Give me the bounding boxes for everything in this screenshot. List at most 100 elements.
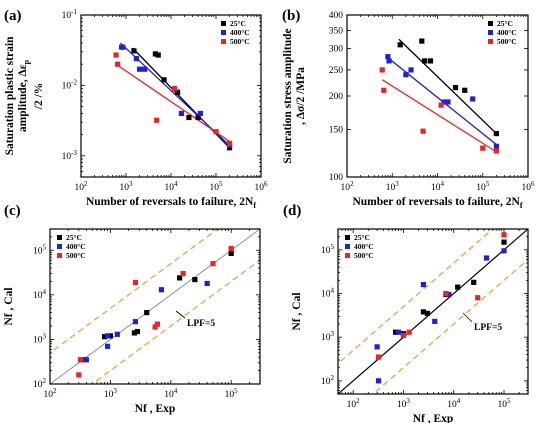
data-point (76, 372, 82, 378)
chart-panel-b: (b) 102 103 104 105 106 100 150 200 250 300 350 400 N… (282, 8, 535, 210)
data-point (400, 332, 407, 338)
data-point (171, 86, 178, 92)
x-tick-label: 102 (341, 180, 355, 193)
annotation-label: LPF=5 (474, 323, 502, 333)
data-point (107, 333, 113, 339)
data-point (120, 44, 126, 50)
data-point (152, 51, 158, 57)
x-tick-label: 106 (255, 180, 269, 193)
data-point (427, 58, 434, 64)
x-tick-label: 104 (165, 180, 179, 193)
data-point (379, 67, 385, 73)
x-tick-label: 102 (44, 387, 58, 400)
data-point (470, 96, 476, 102)
data-point (452, 84, 459, 91)
y-tick-label: 103 (33, 332, 47, 345)
y-tick-label: 400 (329, 11, 344, 21)
data-point (77, 357, 84, 363)
data-point (158, 287, 165, 293)
data-point (455, 284, 461, 290)
upper-bound-line (50, 229, 219, 354)
y-tick-label: 250 (329, 66, 344, 76)
x-tick-label: 103 (104, 387, 118, 400)
legend-swatch (221, 21, 226, 26)
y-tick-label: 100 (329, 173, 344, 183)
data-point (131, 330, 138, 336)
data-point (133, 56, 139, 62)
data-point (83, 357, 89, 363)
chart-panel-a: (a) 102 103 104 105 106 10-3 10-2 10-1 Number of … (4, 8, 268, 210)
y-tick-label: 102 (33, 377, 47, 390)
x-tick-label: 105 (476, 180, 490, 193)
panel-label: (d) (283, 203, 301, 219)
data-point (177, 275, 183, 281)
x-tick-label: 103 (120, 180, 134, 193)
data-point (144, 309, 150, 316)
y-tick-label: 103 (321, 330, 335, 343)
legend-swatch (57, 235, 62, 240)
x-tick-label: 105 (225, 387, 239, 400)
x-axis-title: Nf , Exp (135, 403, 176, 415)
data-point (155, 52, 161, 58)
data-point (438, 102, 444, 108)
y-tick-label: 10-3 (62, 149, 78, 162)
data-point (424, 310, 431, 317)
legend-swatch (221, 30, 226, 35)
annotation-pointer (175, 310, 186, 319)
data-point (381, 87, 387, 93)
data-point (385, 54, 391, 60)
x-tick-label: 104 (447, 397, 461, 410)
y-axis-title: Saturation plastic strainamplitude, Δεp/… (4, 36, 45, 155)
data-point (105, 333, 111, 339)
plot-frame (337, 228, 529, 395)
legend-label: 500°C (354, 251, 374, 260)
legend-label: 400°C (66, 242, 86, 251)
data-point (114, 61, 121, 67)
data-point (441, 99, 447, 105)
data-point (134, 328, 141, 335)
data-point (386, 58, 392, 64)
data-point (154, 117, 160, 123)
panel-label: (c) (4, 203, 21, 219)
diagonal-line (338, 229, 528, 394)
legend-label: 25°C (354, 233, 370, 242)
data-point (180, 270, 186, 277)
data-point (375, 354, 382, 360)
x-axis-title: Number of reversals to failure, 2Nf (86, 196, 256, 210)
data-point (228, 245, 234, 252)
data-point (408, 67, 414, 73)
data-point (152, 324, 158, 330)
x-tick-label: 103 (397, 397, 411, 410)
legend-swatch (345, 253, 350, 258)
legend-label: 400°C (497, 28, 517, 37)
y-tick-label: 10-2 (62, 78, 78, 91)
reference-lines (50, 229, 260, 384)
data-point (161, 77, 167, 83)
data-point (142, 66, 148, 72)
x-tick-label: 102 (75, 180, 89, 193)
legend-label: 500°C (230, 37, 250, 46)
y-tick-label: 350 (329, 27, 344, 37)
data-point (480, 145, 486, 151)
y-tick-label: 104 (33, 288, 47, 301)
data-point (420, 128, 426, 134)
data-point (483, 255, 490, 261)
x-tick-label: 104 (164, 387, 178, 400)
legend-label: 25°C (497, 19, 513, 28)
data-point (105, 343, 111, 349)
data-point (446, 291, 452, 298)
data-point (432, 318, 438, 324)
data-point (132, 319, 139, 325)
legend-swatch (57, 253, 62, 258)
legend-swatch (488, 30, 493, 35)
panel-label: (a) (4, 8, 22, 24)
legend-label: 25°C (230, 19, 246, 28)
fit-line-1 (386, 56, 497, 146)
fit-line-2 (381, 79, 497, 153)
legend-label: 400°C (354, 242, 374, 251)
legend-swatch (345, 244, 350, 249)
data-point (154, 321, 160, 327)
chart-panel-c: (c) LPF=5 102 103 104 105 102 103 104 105 Nf , Exp… (3, 203, 261, 415)
